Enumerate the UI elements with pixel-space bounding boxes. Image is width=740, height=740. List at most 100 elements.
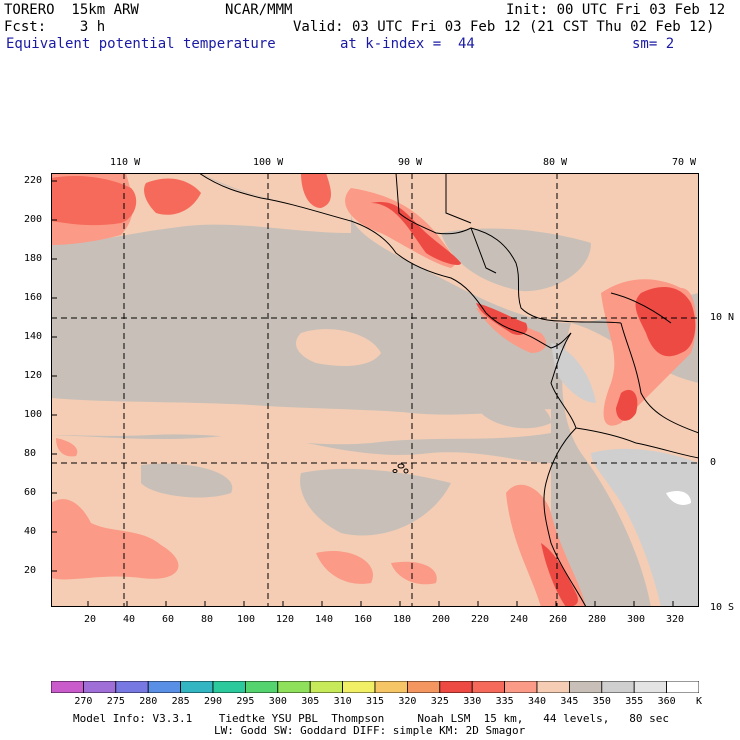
colorbar-swatch [244, 681, 279, 693]
border-mexico-guatemala [445, 173, 472, 224]
galapagos-island [392, 469, 398, 473]
colorbar-label: 325 [430, 696, 449, 707]
colorbar-label: 350 [592, 696, 611, 707]
warm-band-south [51, 434, 551, 607]
colorbar-swatch [51, 681, 84, 693]
mid-patch-south-2 [391, 561, 437, 585]
x-tick-label: 220 [471, 614, 490, 625]
y-tick-label: 60 [24, 487, 37, 498]
hot-colombia-north [635, 287, 696, 357]
coastline-caribbean [395, 173, 622, 324]
lon-label: 110 W [110, 157, 141, 168]
colorbar-swatch [536, 681, 570, 693]
map-frame [51, 173, 699, 607]
x-tick-label: 60 [162, 614, 175, 625]
x-tick-label: 140 [315, 614, 334, 625]
coastline-south-america [543, 332, 587, 607]
colorbar-label: 360 [657, 696, 676, 707]
field-name: Equivalent potential temperature [6, 36, 276, 52]
x-tick-label: 320 [666, 614, 685, 625]
colorbar-swatch [633, 681, 668, 693]
lon-label: 70 W [672, 157, 697, 168]
coastline-layer [198, 173, 699, 607]
mid-sw-small [56, 438, 78, 457]
colorbar-swatch [342, 681, 376, 693]
lon-label: 80 W [543, 157, 568, 168]
valid-time: Valid: 03 UTC Fri 03 Feb 12 (21 CST Thu … [293, 19, 715, 35]
y-tick-label: 20 [24, 565, 37, 576]
y-tick-label: 100 [24, 409, 43, 420]
colorbar-label: 280 [139, 696, 158, 707]
cool-patch-continent [441, 228, 591, 292]
lat-lon-grid [51, 173, 699, 607]
border-colombia [620, 322, 699, 434]
hot-costa-rica [476, 303, 528, 335]
colorbar-label: 345 [560, 696, 579, 707]
colorbar-label: 330 [463, 696, 482, 707]
lon-label: 100 W [253, 157, 284, 168]
hot-guatemala [371, 202, 461, 265]
colorbar-label: 285 [171, 696, 190, 707]
colorbar-label: 300 [268, 696, 287, 707]
colorbar-swatch [601, 681, 635, 693]
x-tick-label: 200 [432, 614, 451, 625]
colorbar [51, 681, 699, 693]
colorbar-label: 320 [398, 696, 417, 707]
x-tick-label: 100 [237, 614, 256, 625]
center-name: NCAR/MMM [225, 2, 293, 18]
colorbar-swatch [504, 681, 538, 693]
galapagos-island [397, 463, 405, 469]
theta-e-map [51, 173, 699, 607]
level-index: at k-index = 44 [340, 36, 475, 52]
grey-ecuador [551, 343, 596, 403]
y-tick-label: 180 [24, 253, 43, 264]
x-tick-label: 160 [354, 614, 373, 625]
x-tick-label: 80 [201, 614, 214, 625]
lat-label: 10 S [710, 602, 735, 613]
hot-nw-2 [144, 178, 201, 215]
x-tick-label: 300 [627, 614, 646, 625]
colorbar-label: 355 [625, 696, 644, 707]
x-tick-label: 120 [276, 614, 295, 625]
colorbar-swatch [180, 681, 214, 693]
colorbar-label: 310 [333, 696, 352, 707]
border-venezuela [610, 292, 672, 324]
model-info-line1: Model Info: V3.3.1 Tiedtke YSU PBL Thomp… [73, 712, 670, 725]
colorbar-label: 305 [301, 696, 320, 707]
hot-nw [51, 176, 137, 226]
contour-fill-layer [51, 173, 699, 607]
colorbar-swatch [277, 681, 311, 693]
warm-band-equatorial [51, 398, 551, 445]
colorbar-label: 275 [106, 696, 125, 707]
x-tick-label: 280 [588, 614, 607, 625]
smoothing: sm= 2 [632, 36, 675, 52]
colorbar-swatch [374, 681, 408, 693]
colorbar-swatch [115, 681, 149, 693]
colorbar-label: K [696, 696, 703, 707]
colorbar-label: 290 [204, 696, 223, 707]
y-tick-label: 80 [24, 448, 37, 459]
warm-patch-central [296, 329, 381, 366]
x-tick-label: 40 [123, 614, 136, 625]
model-info-line2: LW: Godd SW: Goddard DIFF: simple KM: 2D… [214, 724, 526, 737]
colorbar-label: 295 [236, 696, 255, 707]
colorbar-label: 270 [74, 696, 93, 707]
x-tick-label: 180 [393, 614, 412, 625]
y-tick-label: 140 [24, 331, 43, 342]
coastline-central-america-pacific [198, 173, 572, 349]
y-tick-label: 220 [24, 175, 43, 186]
grey-peru-interior [591, 448, 699, 607]
lat-label: 0 [710, 457, 717, 468]
y-tick-label: 200 [24, 214, 43, 225]
hot-mexico [301, 173, 331, 208]
border-honduras [470, 227, 497, 274]
hot-colombia-south [616, 389, 638, 421]
colorbar-swatch [83, 681, 117, 693]
x-tick-label: 240 [510, 614, 529, 625]
colorbar-swatch [569, 681, 603, 693]
cool-patch-3 [481, 392, 551, 429]
init-time: Init: 00 UTC Fri 03 Feb 12 [506, 2, 726, 18]
colorbar-swatch [439, 681, 473, 693]
mid-sw [51, 499, 179, 580]
colorbar-swatch [147, 681, 181, 693]
